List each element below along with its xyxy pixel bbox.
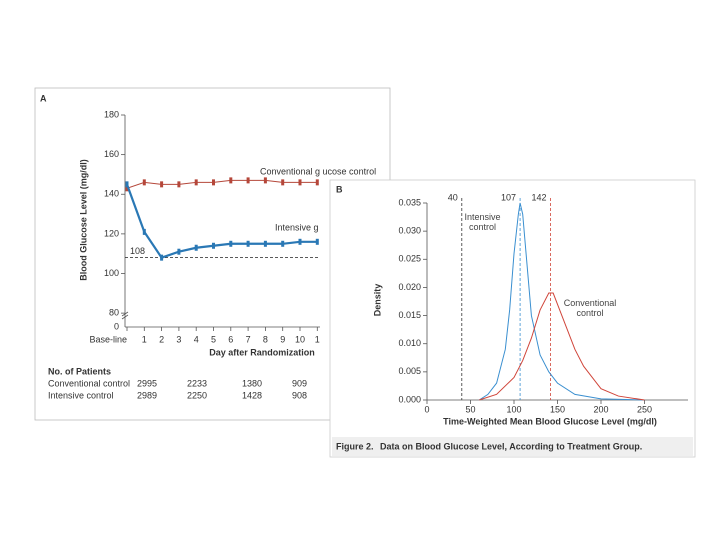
- caption-band: [332, 437, 693, 456]
- x-axis-title: Time-Weighted Mean Blood Glucose Level (…: [443, 416, 657, 426]
- point-marker: [263, 177, 267, 184]
- table-cell: 909: [292, 378, 307, 388]
- point-marker: [194, 244, 198, 251]
- point-marker: [298, 238, 302, 245]
- point-marker: [212, 242, 215, 249]
- caption-text: Data on Blood Glucose Level, According t…: [380, 441, 642, 451]
- point-marker: [246, 177, 250, 184]
- x-tick-label: 7: [246, 334, 251, 344]
- x-tick-label: 1: [315, 334, 320, 344]
- panel-label: B: [336, 184, 343, 194]
- y-tick-label: 180: [104, 109, 119, 119]
- series-line: [478, 202, 645, 401]
- panel-label: A: [40, 93, 47, 103]
- reference-label: 108: [130, 246, 145, 256]
- point-marker: [125, 181, 129, 188]
- series-label: Intensive g: [275, 222, 319, 232]
- series-label: Intensive control: [464, 212, 501, 232]
- series-label: Conventional g ucose control: [260, 166, 376, 176]
- x-tick-label: 1: [142, 334, 147, 344]
- point-marker: [263, 240, 267, 247]
- y-axis-title: Blood Glucose Level (mg/dl): [78, 159, 88, 281]
- y-tick-label: 0.015: [398, 310, 421, 320]
- table-cell: 2233: [187, 378, 207, 388]
- x-tick-label: 5: [211, 334, 216, 344]
- point-marker: [177, 181, 181, 188]
- x-tick-label: 50: [465, 404, 475, 414]
- x-tick-label: 8: [263, 334, 268, 344]
- table-cell: 908: [292, 390, 307, 400]
- y-tick-label: 120: [104, 228, 119, 238]
- point-marker: [125, 185, 129, 192]
- point-marker: [281, 240, 285, 247]
- y-tick-label: 0.030: [398, 226, 421, 236]
- x-tick-label: 100: [506, 404, 521, 414]
- series-label-text: Conventional control: [563, 298, 617, 318]
- point-marker: [160, 254, 164, 261]
- y-tick-label: 160: [104, 149, 119, 159]
- series-line: [479, 292, 645, 401]
- y-tick-label: 0.000: [398, 394, 421, 404]
- table-cell: Conventional control: [48, 378, 130, 388]
- table-title: No. of Patients: [48, 366, 111, 376]
- table-cell: Intensive control: [48, 390, 114, 400]
- x-tick-label: 10: [295, 334, 305, 344]
- reference-label: 107: [501, 192, 516, 202]
- x-tick-label: 3: [176, 334, 181, 344]
- point-marker: [142, 228, 146, 235]
- y-break-label: 0: [114, 321, 119, 331]
- series-label-text: Intensive control: [464, 212, 501, 232]
- point-marker: [142, 179, 146, 186]
- y-tick-label: 80: [109, 308, 119, 318]
- point-marker: [315, 238, 319, 245]
- table-cell: 2250: [187, 390, 207, 400]
- x-tick-label: 4: [194, 334, 199, 344]
- panel-b-frame: [329, 179, 696, 458]
- reference-label: 40: [448, 192, 458, 202]
- point-marker: [281, 179, 285, 186]
- x-tick-label: 2: [159, 334, 164, 344]
- point-marker: [160, 181, 164, 188]
- point-marker: [229, 177, 233, 184]
- y-tick-label: 100: [104, 268, 119, 278]
- y-tick-label: 0.010: [398, 338, 421, 348]
- y-axis-title: Density: [372, 284, 382, 317]
- series-label: Conventional control: [563, 298, 617, 318]
- table-cell: 2995: [137, 378, 157, 388]
- point-marker: [246, 240, 250, 247]
- x-tick-label: 9: [280, 334, 285, 344]
- x-tick-label: 0: [424, 404, 429, 414]
- y-tick-label: 0.025: [398, 254, 421, 264]
- x-tick-label: 250: [637, 404, 652, 414]
- y-tick-label: 140: [104, 189, 119, 199]
- table-cell: 1380: [242, 378, 262, 388]
- point-marker: [194, 179, 198, 186]
- axis-break: [121, 311, 129, 320]
- y-tick-label: 0.005: [398, 366, 421, 376]
- x-axis-title: Day after Randomization: [209, 347, 315, 357]
- reference-label: 142: [532, 192, 547, 202]
- point-marker: [212, 179, 215, 186]
- point-marker: [315, 179, 319, 186]
- point-marker: [177, 248, 181, 255]
- table-cell: 2989: [137, 390, 157, 400]
- x-tick-label: 150: [550, 404, 565, 414]
- x-tick-label: 200: [593, 404, 608, 414]
- point-marker: [298, 179, 302, 186]
- y-tick-label: 0.020: [398, 282, 421, 292]
- table-cell: 1428: [242, 390, 262, 400]
- series-line: [126, 179, 318, 189]
- caption-label: Figure 2.: [336, 441, 374, 451]
- y-tick-label: 0.035: [398, 197, 421, 207]
- x-tick-label: Base-line: [89, 334, 127, 344]
- point-marker: [229, 240, 233, 247]
- series-line: [125, 183, 318, 259]
- x-tick-label: 6: [228, 334, 233, 344]
